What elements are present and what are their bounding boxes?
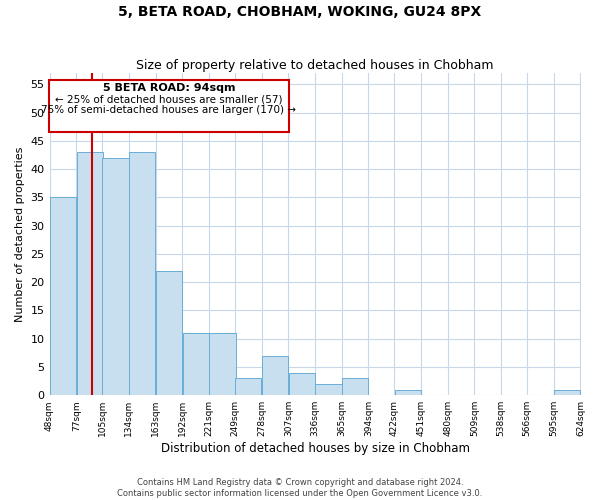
Text: 5, BETA ROAD, CHOBHAM, WOKING, GU24 8PX: 5, BETA ROAD, CHOBHAM, WOKING, GU24 8PX xyxy=(118,5,482,19)
Bar xyxy=(182,333,209,395)
Bar xyxy=(209,333,236,395)
Bar xyxy=(289,372,315,395)
Bar xyxy=(315,384,341,395)
Y-axis label: Number of detached properties: Number of detached properties xyxy=(15,146,25,322)
Bar xyxy=(554,390,580,395)
Bar xyxy=(395,390,421,395)
Bar xyxy=(77,152,103,395)
Text: Contains HM Land Registry data © Crown copyright and database right 2024.
Contai: Contains HM Land Registry data © Crown c… xyxy=(118,478,482,498)
Bar xyxy=(262,356,288,395)
Bar xyxy=(103,158,128,395)
Text: 5 BETA ROAD: 94sqm: 5 BETA ROAD: 94sqm xyxy=(103,83,235,93)
Text: 75% of semi-detached houses are larger (170) →: 75% of semi-detached houses are larger (… xyxy=(41,105,296,115)
X-axis label: Distribution of detached houses by size in Chobham: Distribution of detached houses by size … xyxy=(161,442,470,455)
Bar xyxy=(129,152,155,395)
Title: Size of property relative to detached houses in Chobham: Size of property relative to detached ho… xyxy=(136,59,494,72)
Bar xyxy=(235,378,262,395)
Bar xyxy=(50,198,76,395)
Bar xyxy=(156,271,182,395)
Text: ← 25% of detached houses are smaller (57): ← 25% of detached houses are smaller (57… xyxy=(55,94,283,104)
Bar xyxy=(342,378,368,395)
FancyBboxPatch shape xyxy=(49,80,289,132)
